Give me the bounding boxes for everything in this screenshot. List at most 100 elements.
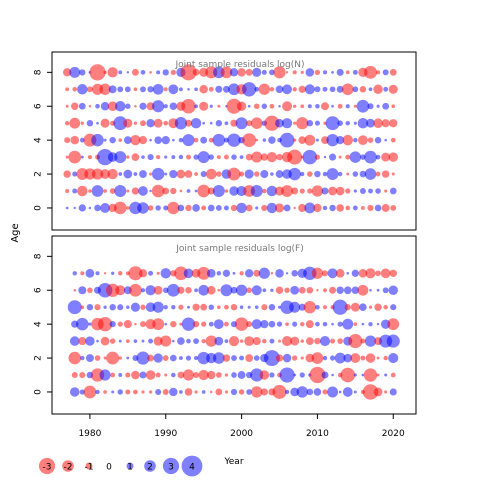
residual-point <box>319 336 331 347</box>
residual-point <box>287 149 303 165</box>
x-tick-label: 2010 <box>306 429 329 439</box>
legend-label: 1 <box>127 463 133 473</box>
residual-point <box>374 136 382 144</box>
residual-point <box>114 185 127 198</box>
residual-point <box>245 354 254 362</box>
residual-point <box>360 338 366 344</box>
residual-point <box>303 301 316 314</box>
residual-point <box>262 138 267 142</box>
residual-point <box>266 185 278 197</box>
residual-point <box>292 104 297 108</box>
residual-point <box>314 120 320 126</box>
residual-point <box>341 83 354 96</box>
residual-point <box>254 86 260 92</box>
residual-point <box>325 116 340 131</box>
residual-point <box>300 339 304 343</box>
residual-point <box>383 304 388 310</box>
residual-point <box>278 104 281 108</box>
residual-point <box>172 138 175 142</box>
residual-point <box>322 355 328 361</box>
residual-point <box>125 372 131 378</box>
residual-point <box>176 169 186 179</box>
legend-marker <box>162 457 180 475</box>
residual-point <box>85 336 95 346</box>
residual-point <box>96 339 99 343</box>
residual-point <box>138 269 148 278</box>
residual-point <box>321 270 329 277</box>
residual-point <box>131 68 139 76</box>
y-tick-label: 2 <box>34 171 44 177</box>
residual-point <box>382 69 389 76</box>
residual-point <box>381 119 390 128</box>
residual-point <box>285 272 289 275</box>
residual-point <box>153 353 163 363</box>
residual-point <box>282 353 292 363</box>
residual-point <box>250 117 263 129</box>
residual-point <box>193 154 199 160</box>
residual-point <box>315 304 320 310</box>
residual-point <box>302 149 318 165</box>
residual-point <box>215 388 223 396</box>
residual-point <box>314 170 321 178</box>
residual-point <box>336 85 344 93</box>
residual-point <box>388 84 398 94</box>
residual-point <box>109 338 116 344</box>
residual-point <box>96 121 99 125</box>
residual-point <box>261 69 267 75</box>
residual-point <box>367 103 374 110</box>
residual-point <box>331 373 334 377</box>
residual-point <box>298 286 306 294</box>
residual-point <box>390 372 396 378</box>
residual-point <box>169 354 177 362</box>
residual-point <box>87 287 93 293</box>
residual-point <box>77 84 88 95</box>
residual-point <box>338 155 342 159</box>
residual-point <box>139 102 147 110</box>
residual-point <box>88 105 92 108</box>
residual-point <box>197 184 210 198</box>
residual-point <box>201 338 206 344</box>
residual-point <box>167 201 180 215</box>
residual-point <box>126 189 130 193</box>
residual-point <box>208 137 214 143</box>
residual-point <box>194 172 198 176</box>
residual-point <box>164 172 168 176</box>
residual-point <box>234 317 249 331</box>
residual-point <box>64 121 70 126</box>
residual-point <box>235 117 248 130</box>
residual-point <box>274 203 285 213</box>
residual-point <box>389 269 397 278</box>
residual-point <box>145 370 156 380</box>
residual-point <box>315 104 320 109</box>
residual-point <box>194 104 199 109</box>
residual-point <box>322 389 328 395</box>
residual-point <box>300 356 304 360</box>
residual-point <box>80 155 84 159</box>
residual-point <box>375 171 381 177</box>
residual-point <box>70 387 80 397</box>
residual-point <box>152 318 165 331</box>
residual-point <box>281 118 293 129</box>
residual-point <box>86 303 94 311</box>
residual-point <box>268 320 276 328</box>
residual-point <box>246 120 253 127</box>
residual-point <box>79 69 86 76</box>
residual-point <box>276 321 283 327</box>
residual-point <box>230 303 238 311</box>
residual-point <box>209 121 213 125</box>
residual-point <box>208 154 214 160</box>
residual-point <box>246 321 253 328</box>
residual-point <box>152 83 164 95</box>
residual-point <box>170 320 177 328</box>
residual-point <box>94 204 101 212</box>
residual-point <box>181 99 196 114</box>
residual-point <box>279 367 295 383</box>
residual-point <box>133 339 138 343</box>
legend-label: 2 <box>147 463 153 473</box>
residual-point <box>226 98 242 114</box>
residual-point <box>307 104 312 109</box>
residual-point <box>285 71 289 74</box>
residual-point <box>314 154 321 160</box>
residual-point <box>305 68 315 77</box>
residual-point <box>251 319 262 330</box>
